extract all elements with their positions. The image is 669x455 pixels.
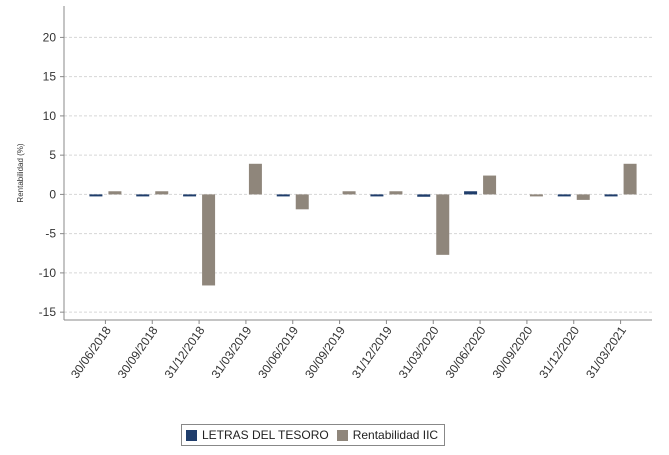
- bar-letras: [136, 194, 150, 197]
- axes: [60, 6, 652, 324]
- legend-item-letras: LETRAS DEL TESORO: [186, 428, 329, 442]
- y-tick-label: 0: [49, 187, 56, 201]
- y-tick-label: 10: [43, 109, 57, 123]
- bar-rentabilidad: [529, 194, 543, 197]
- x-tick-label: 30/09/2020: [489, 323, 535, 380]
- legend: LETRAS DEL TESORO Rentabilidad IIC: [181, 424, 446, 446]
- bar-rentabilidad: [623, 163, 637, 195]
- x-tick-label: 30/06/2020: [443, 323, 489, 380]
- legend-label-rentabilidad: Rentabilidad IIC: [352, 428, 439, 442]
- y-tick-label: -5: [45, 227, 56, 241]
- bars: [89, 163, 637, 286]
- bar-rentabilidad: [295, 194, 309, 210]
- bar-rentabilidad: [389, 191, 403, 195]
- bar-rentabilidad: [108, 191, 122, 195]
- legend-item-rentabilidad: Rentabilidad IIC: [336, 428, 439, 442]
- y-tick-label: 20: [43, 30, 57, 44]
- y-tick-label: 15: [43, 70, 57, 84]
- bar-letras: [89, 194, 103, 197]
- x-tick-label: 30/06/2018: [68, 323, 114, 380]
- bar-letras: [557, 194, 571, 197]
- y-tick-labels: -15 -10 -5 0 5 10 15 20: [39, 30, 57, 319]
- bar-letras: [276, 194, 290, 197]
- bar-letras: [464, 191, 478, 195]
- x-tick-label: 31/12/2018: [162, 323, 208, 380]
- bar-rentabilidad: [342, 191, 356, 195]
- bar-rentabilidad: [248, 163, 262, 195]
- bar-rentabilidad: [436, 194, 450, 255]
- bar-rentabilidad: [483, 175, 497, 195]
- legend-swatch-letras: [186, 429, 197, 441]
- x-tick-label: 31/12/2020: [536, 323, 582, 380]
- x-tick-label: 30/09/2019: [302, 323, 348, 380]
- x-tick-label: 31/12/2019: [349, 323, 395, 380]
- x-tick-label: 31/03/2020: [396, 323, 442, 380]
- y-tick-label: -10: [39, 266, 57, 280]
- x-tick-label: 30/09/2018: [115, 323, 161, 380]
- y-tick-label: 5: [49, 148, 56, 162]
- y-axis-label: Rentabilidad (%): [16, 143, 25, 202]
- bar-rentabilidad: [202, 194, 216, 286]
- bar-letras: [417, 194, 431, 197]
- legend-label-letras: LETRAS DEL TESORO: [202, 428, 329, 442]
- y-tick-label: -15: [39, 305, 57, 319]
- bar-rentabilidad: [576, 194, 590, 200]
- x-tick-label: 31/03/2019: [208, 323, 254, 380]
- bar-letras: [604, 194, 618, 197]
- bar-rentabilidad: [155, 191, 169, 195]
- x-tick-labels: 30/06/2018 30/09/2018 31/12/2018 31/03/2019…: [68, 323, 629, 380]
- x-tick-label: 30/06/2019: [255, 323, 301, 380]
- x-tick-label: 31/03/2021: [583, 323, 629, 380]
- bar-letras: [183, 194, 197, 197]
- grid-lines: [64, 36, 652, 313]
- legend-swatch-rentabilidad: [336, 429, 348, 441]
- bar-letras: [370, 194, 384, 197]
